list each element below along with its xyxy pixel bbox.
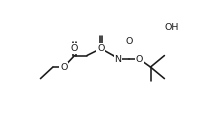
Text: O: O <box>125 37 132 46</box>
Text: OH: OH <box>165 23 179 32</box>
Text: O: O <box>71 44 78 53</box>
Text: N: N <box>114 55 121 64</box>
Text: O: O <box>136 55 143 64</box>
Text: O: O <box>60 63 67 72</box>
Text: O: O <box>97 44 105 53</box>
